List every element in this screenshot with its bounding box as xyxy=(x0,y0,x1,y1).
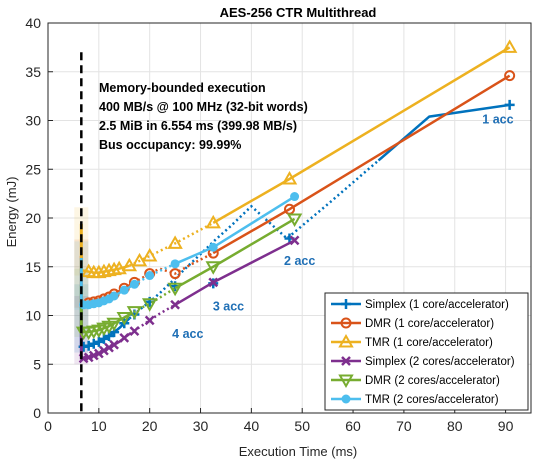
x-axis-ticks: 0 10 20 30 40 50 60 70 80 90 xyxy=(44,408,514,434)
acc-label-2: 2 acc xyxy=(284,254,315,268)
series-marker xyxy=(141,248,158,262)
legend-marker xyxy=(338,333,354,348)
series-marker xyxy=(169,268,181,280)
series-marker xyxy=(99,345,109,356)
memory-bound-annotation: Memory-bounded execution 400 MB/s @ 100 … xyxy=(99,81,308,152)
legend-marker xyxy=(341,356,351,366)
chart-title: AES-256 CTR Multithread xyxy=(220,5,377,20)
legend-entry: TMR (2 cores/accelerator) xyxy=(365,394,499,406)
series-5 xyxy=(79,192,300,310)
series-marker xyxy=(170,299,180,310)
y-axis-label: Energy (mJ) xyxy=(4,177,19,248)
legend-entry: Simplex (2 cores/accelerator) xyxy=(365,356,515,368)
series-4 xyxy=(75,213,303,341)
x-tick-label: 10 xyxy=(91,418,107,434)
series-marker xyxy=(131,252,148,267)
series-marker xyxy=(167,282,183,297)
series-dotted-line xyxy=(128,221,214,267)
acc-label-4: 4 acc xyxy=(172,327,203,341)
x-axis-label: Execution Time (ms) xyxy=(239,444,357,459)
legend-box xyxy=(324,292,529,411)
acc-label-1: 1 acc xyxy=(482,112,513,126)
series-tail-line xyxy=(212,74,511,255)
series-dotted-line xyxy=(128,287,176,316)
series-dotted-line xyxy=(128,251,214,287)
legend-marker xyxy=(338,374,354,389)
y-axis-ticks: 0 5 10 15 20 25 30 35 40 xyxy=(25,15,53,421)
x-tick-label: 50 xyxy=(294,418,310,434)
x-tick-label: 70 xyxy=(396,418,412,434)
series-marker xyxy=(504,99,515,110)
series-marker xyxy=(205,261,221,275)
series-marker xyxy=(106,317,122,332)
legend-marker xyxy=(341,394,351,404)
series-marker xyxy=(145,271,155,281)
x-tick-label: 20 xyxy=(142,418,158,434)
series-marker xyxy=(119,333,130,343)
series-marker xyxy=(111,260,127,275)
legend: Simplex (1 core/accelerator) DMR (1 core/… xyxy=(324,292,529,411)
series-marker xyxy=(121,257,138,272)
legend-entry: Simplex (1 core/accelerator) xyxy=(365,299,509,311)
legend-marker xyxy=(341,299,351,309)
series-marker xyxy=(289,235,300,246)
series-marker xyxy=(144,315,155,326)
annotation-line-2: 400 MB/s @ 100 MHz (32-bit words) xyxy=(99,100,308,114)
series-marker xyxy=(88,338,99,349)
series-marker xyxy=(83,340,94,351)
y-tick-label: 5 xyxy=(33,356,41,372)
series-marker xyxy=(93,348,104,359)
y-tick-label: 15 xyxy=(25,259,41,275)
series-marker xyxy=(129,279,139,289)
series-marker xyxy=(208,242,218,252)
annotation-line-3: 2.5 MiB in 6.554 ms (399.98 MB/s) xyxy=(99,119,297,133)
series-marker xyxy=(504,70,516,82)
series-marker xyxy=(116,311,132,326)
series-marker xyxy=(167,235,183,249)
y-tick-label: 35 xyxy=(25,64,41,80)
legend-marker xyxy=(340,317,352,329)
series-tail-line xyxy=(212,46,511,224)
x-tick-label: 0 xyxy=(44,418,52,434)
y-tick-label: 10 xyxy=(25,308,41,324)
series-dotted-line xyxy=(128,159,380,320)
series-marker xyxy=(109,291,119,301)
series-marker xyxy=(286,213,303,227)
series-tail-line xyxy=(174,217,296,290)
series-marker xyxy=(501,39,518,53)
series-marker xyxy=(205,214,221,229)
y-tick-label: 30 xyxy=(25,113,41,129)
x-tick-label: 60 xyxy=(345,418,361,434)
series-marker xyxy=(109,339,119,350)
series-marker xyxy=(208,277,219,288)
x-tick-label: 40 xyxy=(244,418,260,434)
legend-entry: TMR (1 core/accelerator) xyxy=(365,337,493,349)
annotation-line-1: Memory-bounded execution xyxy=(99,81,266,95)
series-marker xyxy=(129,326,140,336)
y-tick-label: 25 xyxy=(25,161,41,177)
legend-entry: DMR (2 cores/accelerator) xyxy=(365,375,500,387)
accelerator-labels: 1 acc 2 acc 3 acc 4 acc xyxy=(172,112,513,340)
y-tick-label: 20 xyxy=(25,210,41,226)
x-tick-label: 30 xyxy=(193,418,209,434)
series-marker xyxy=(170,259,180,269)
x-tick-label: 80 xyxy=(447,418,463,434)
series-marker xyxy=(119,285,129,295)
series-marker xyxy=(290,192,300,202)
legend-entry: DMR (1 core/accelerator) xyxy=(365,318,494,330)
series-marker xyxy=(126,306,143,320)
y-tick-label: 0 xyxy=(33,405,41,421)
acc-label-3: 3 acc xyxy=(213,300,244,314)
y-tick-label: 40 xyxy=(25,15,41,31)
series-marker xyxy=(281,170,298,185)
series-marker xyxy=(93,336,104,347)
series-marker xyxy=(141,298,158,312)
series-marker xyxy=(104,342,114,353)
annotation-line-4: Bus occupancy: 99.99% xyxy=(99,138,241,152)
x-tick-label: 90 xyxy=(498,418,514,434)
